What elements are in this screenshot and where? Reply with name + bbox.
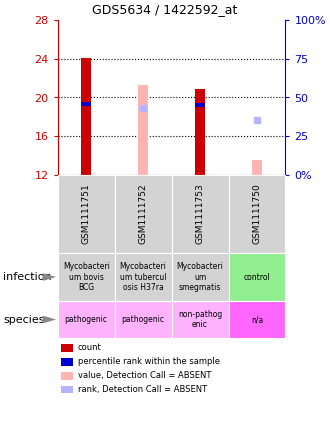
Text: GSM1111751: GSM1111751 <box>82 184 91 244</box>
Bar <box>252 160 262 175</box>
Bar <box>138 85 148 175</box>
Bar <box>195 103 205 107</box>
Text: control: control <box>244 272 270 281</box>
Text: Mycobacteri
um
smegmatis: Mycobacteri um smegmatis <box>177 262 223 292</box>
Text: GSM1111753: GSM1111753 <box>196 184 205 244</box>
Text: infection: infection <box>3 272 52 282</box>
Text: non-pathog
enic: non-pathog enic <box>178 310 222 329</box>
Text: GDS5634 / 1422592_at: GDS5634 / 1422592_at <box>92 3 238 16</box>
Text: percentile rank within the sample: percentile rank within the sample <box>78 357 219 366</box>
Bar <box>81 102 91 106</box>
Text: Mycobacteri
um bovis
BCG: Mycobacteri um bovis BCG <box>63 262 110 292</box>
Text: count: count <box>78 343 101 352</box>
Text: GSM1111752: GSM1111752 <box>139 184 148 244</box>
Text: n/a: n/a <box>251 315 263 324</box>
Text: GSM1111750: GSM1111750 <box>252 184 261 244</box>
Text: pathogenic: pathogenic <box>122 315 165 324</box>
Text: Mycobacteri
um tubercul
osis H37ra: Mycobacteri um tubercul osis H37ra <box>120 262 167 292</box>
Text: value, Detection Call = ABSENT: value, Detection Call = ABSENT <box>78 371 211 380</box>
Bar <box>195 89 205 175</box>
Text: pathogenic: pathogenic <box>65 315 108 324</box>
Text: rank, Detection Call = ABSENT: rank, Detection Call = ABSENT <box>78 385 207 394</box>
Text: species: species <box>3 314 45 324</box>
Bar <box>81 58 91 175</box>
